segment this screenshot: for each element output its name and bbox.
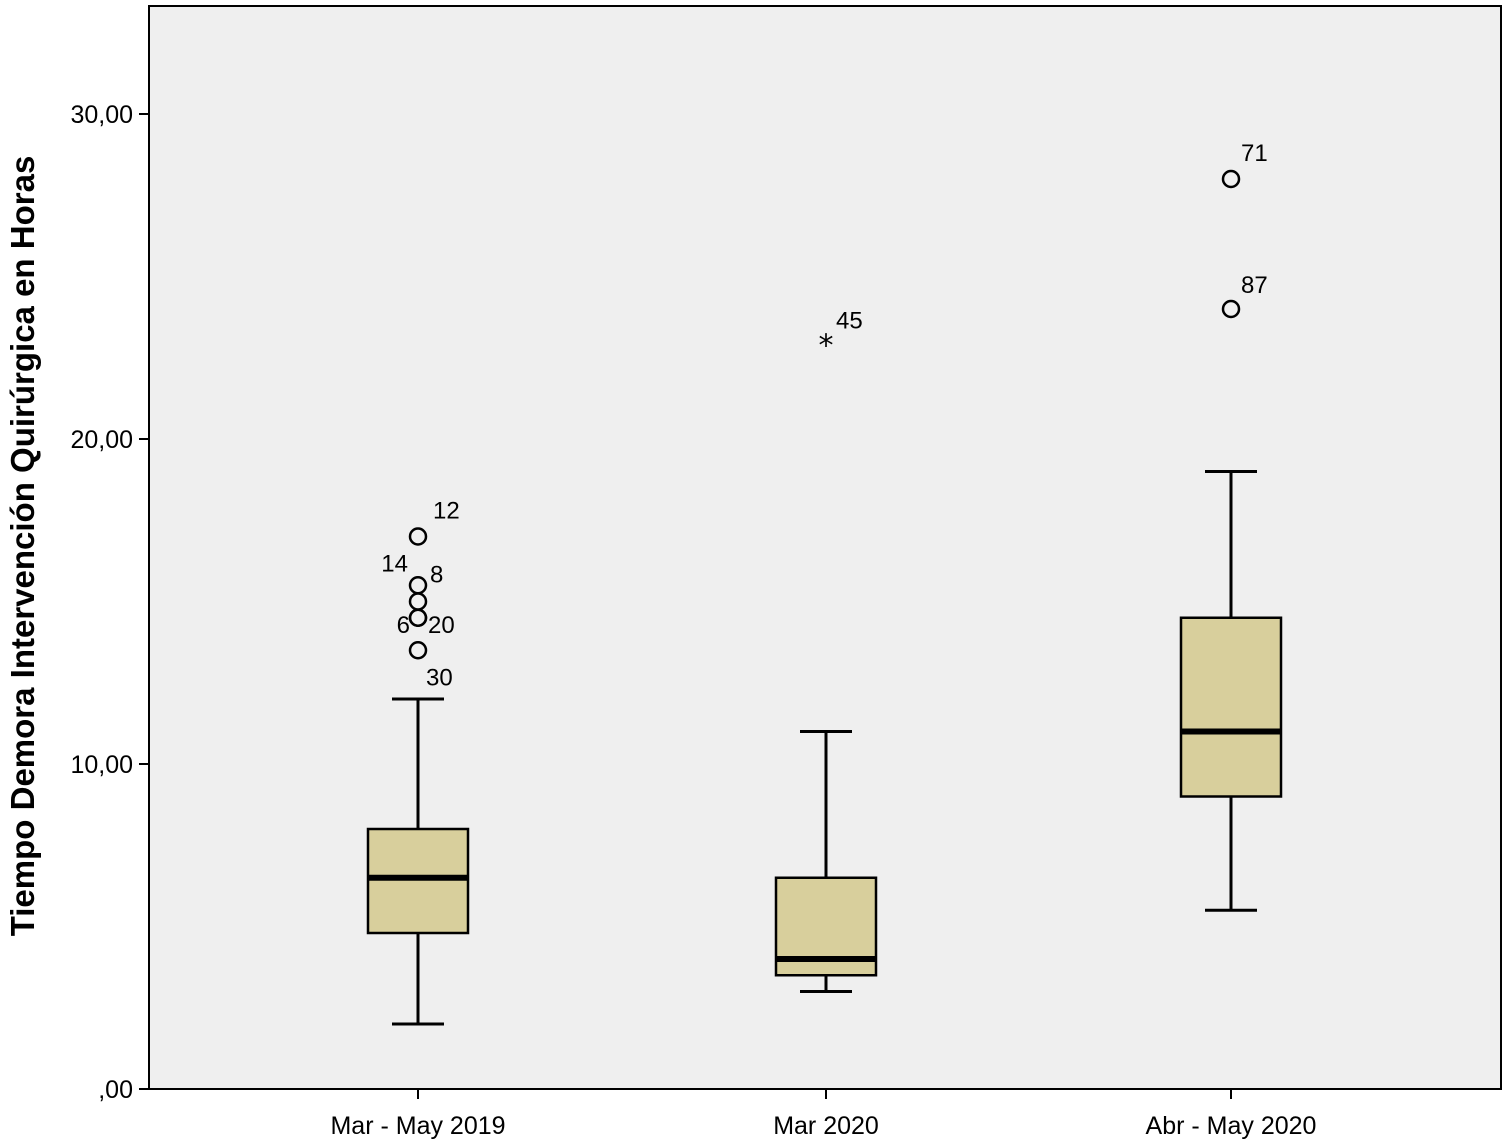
outlier-circle [408,608,428,627]
x-category-label: Abr - May 2020 [1146,1112,1317,1140]
outlier-circle [1221,169,1241,189]
y-axis: ,00 10,00 20,00 30,00 [70,101,149,1104]
outlier-circle [408,527,428,546]
outlier-label: 30 [426,664,453,691]
outlier-label: 45 [836,308,863,335]
y-tick-label: 10,00 [70,751,133,779]
iqr-box [366,827,470,935]
outlier-label: 87 [1241,272,1268,299]
outlier-star: * [819,329,834,364]
outlier-label: 8 [430,561,443,588]
outlier-label: 71 [1241,140,1268,167]
box-group: 12 8 14 20 6 30 [366,498,470,1026]
iqr-box [1179,616,1283,798]
outlier-circle [1221,299,1241,319]
y-axis-title: Tiempo Demora Intervención Quirúrgica en… [4,156,41,937]
outlier-label: 12 [433,498,460,525]
x-axis: Mar - May 2019 Mar 2020 Abr - May 2020 [330,1089,1316,1140]
x-category-label: Mar 2020 [773,1112,879,1140]
boxes: 12 8 14 20 6 30 *45 71 87 [366,140,1283,1026]
box-group: *45 [774,308,878,993]
outlier-circle [408,641,428,660]
y-tick-label: ,00 [98,1076,133,1104]
outlier-label: 14 [381,551,408,578]
outlier-label: 20 [428,612,455,639]
y-tick-label: 20,00 [70,426,133,454]
box-group: 71 87 [1179,140,1283,912]
outlier-label: 6 [397,612,410,639]
x-category-label: Mar - May 2019 [330,1112,505,1140]
y-tick-label: 30,00 [70,101,133,129]
